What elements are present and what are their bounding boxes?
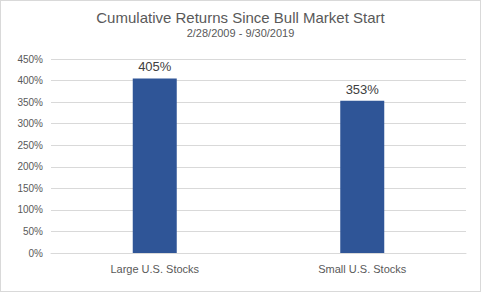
svg-text:353%: 353% [346,82,380,97]
svg-text:350%: 350% [17,97,43,108]
svg-text:400%: 400% [17,75,43,86]
svg-text:250%: 250% [17,140,43,151]
svg-text:Large U.S. Stocks: Large U.S. Stocks [110,263,199,275]
svg-text:150%: 150% [17,183,43,194]
svg-text:405%: 405% [138,59,172,74]
svg-text:0%: 0% [29,248,44,259]
svg-text:2/28/2009 - 9/30/2019: 2/28/2009 - 9/30/2019 [187,27,295,39]
svg-text:Small U.S. Stocks: Small U.S. Stocks [318,263,407,275]
svg-text:200%: 200% [17,161,43,172]
svg-text:300%: 300% [17,118,43,129]
svg-text:50%: 50% [23,226,43,237]
svg-text:450%: 450% [17,54,43,65]
svg-text:Cumulative Returns Since Bull: Cumulative Returns Since Bull Market Sta… [96,9,385,26]
svg-text:100%: 100% [17,204,43,215]
